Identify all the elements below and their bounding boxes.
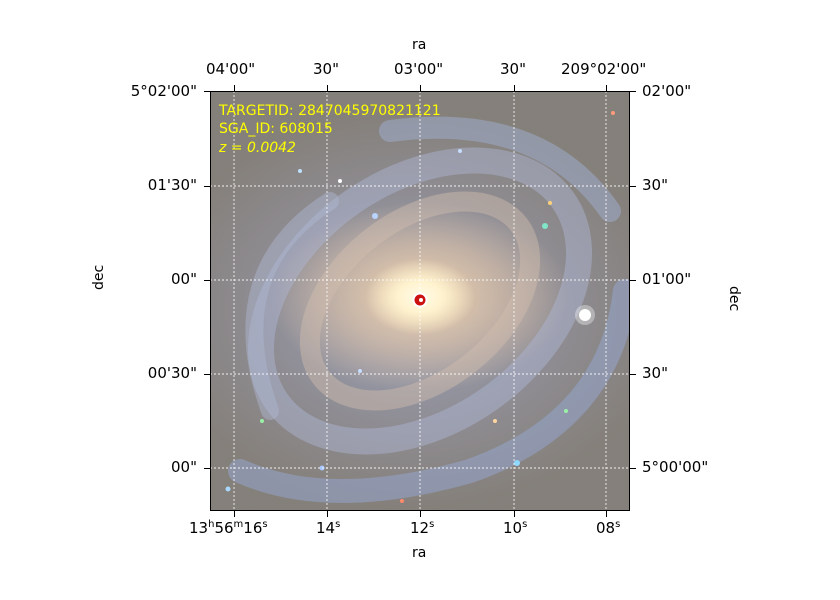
right-tick-label: 01'00" — [642, 270, 692, 288]
targetid-label: TARGETID: 2847045970821121 — [219, 103, 441, 119]
left-tick-label: 00" — [171, 458, 197, 476]
sga-id-label: SGA_ID: 608015 — [219, 121, 333, 137]
galaxy-image — [210, 91, 630, 511]
top-tick-label: 03'00" — [394, 60, 444, 78]
right-tick-label: 30" — [642, 364, 668, 382]
right-tick-label: 5°00'00" — [642, 458, 709, 476]
right-tick-label: 30" — [642, 176, 668, 194]
bottom-tick-label: 10s — [503, 519, 528, 537]
bottom-tick-label: 12s — [410, 519, 435, 537]
left-tick-label: 00'30" — [147, 364, 197, 382]
top-tick-label: 30" — [313, 60, 339, 78]
spiral-arms — [228, 116, 630, 503]
top-axis-title: ra — [412, 37, 427, 53]
grid-lines — [210, 91, 630, 511]
bottom-axis-title: ra — [412, 545, 427, 561]
bottom-tick-label: 08s — [596, 519, 621, 537]
left-tick-label: 00" — [171, 270, 197, 288]
redshift-label: z = 0.0042 — [219, 140, 296, 156]
target-marker — [412, 292, 428, 308]
top-tick-label: 04'00" — [206, 60, 256, 78]
right-tick-label: 02'00" — [642, 82, 692, 100]
top-tick-label: 30" — [500, 60, 526, 78]
galaxy-overlay — [210, 91, 630, 511]
left-tick-label: 01'30" — [147, 176, 197, 194]
top-tick-label: 209°02'00" — [561, 60, 647, 78]
right-axis-title: dec — [726, 286, 742, 312]
bottom-tick-label: 14s — [316, 519, 341, 537]
left-tick-label: 5°02'00" — [130, 82, 197, 100]
left-axis-title: dec — [91, 264, 107, 290]
stars — [225, 111, 615, 503]
bottom-tick-label: 13h56m16s — [189, 519, 268, 537]
